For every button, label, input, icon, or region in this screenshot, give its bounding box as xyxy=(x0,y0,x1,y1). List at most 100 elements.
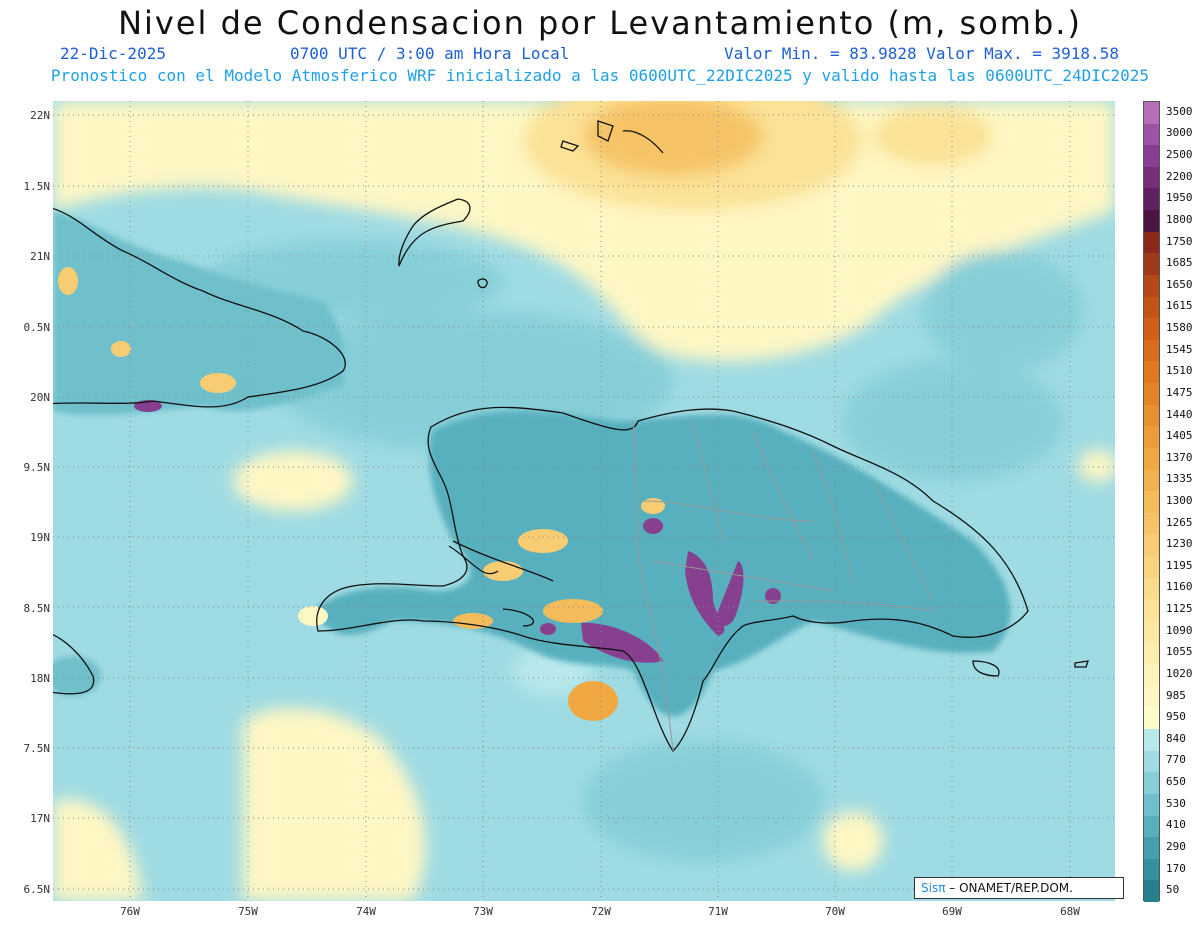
colorbar-label: 985 xyxy=(1166,688,1186,702)
colorbar-label: 1615 xyxy=(1166,299,1193,313)
colorbar-swatch xyxy=(1144,188,1159,211)
colorbar-label: 1335 xyxy=(1166,472,1193,486)
colorbar-swatch xyxy=(1144,793,1159,816)
colorbar-swatch xyxy=(1144,599,1159,622)
colorbar-label: 1800 xyxy=(1166,212,1193,226)
colorbar-label: 3000 xyxy=(1166,126,1193,140)
colorbar-label: 410 xyxy=(1166,818,1186,832)
lat-label: 7.5N xyxy=(23,742,51,755)
lat-label: 9.5N xyxy=(23,461,51,474)
lon-label: 75W xyxy=(238,905,258,918)
colorbar-label: 1195 xyxy=(1166,558,1193,572)
colorbar-label: 1020 xyxy=(1166,666,1193,680)
lat-label: 19N xyxy=(30,531,50,544)
colorbar-swatch xyxy=(1144,102,1159,125)
colorbar-label: 1750 xyxy=(1166,234,1193,248)
colorbar-swatch xyxy=(1144,642,1159,665)
colorbar-label: 1125 xyxy=(1166,602,1193,616)
colorbar xyxy=(1143,101,1160,903)
colorbar-swatch xyxy=(1144,512,1159,535)
colorbar-swatch xyxy=(1144,123,1159,146)
colorbar-swatch xyxy=(1144,404,1159,427)
colorbar-swatch xyxy=(1144,880,1159,903)
colorbar-swatch xyxy=(1144,274,1159,298)
map-title: Nivel de Condensacion por Levantamiento … xyxy=(118,4,1082,42)
lat-label: 18N xyxy=(30,672,50,685)
lat-label: 21N xyxy=(30,250,50,263)
colorbar-swatch xyxy=(1144,361,1159,384)
coastlines xyxy=(53,120,1089,753)
colorbar-label: 170 xyxy=(1166,861,1186,875)
colorbar-label: 1545 xyxy=(1166,342,1193,356)
colorbar-label: 530 xyxy=(1166,796,1186,810)
hispaniola-land-shading xyxy=(313,411,1011,717)
colorbar-label: 1090 xyxy=(1166,623,1193,637)
colorbar-swatch xyxy=(1144,664,1159,687)
provincial-boundaries xyxy=(632,420,934,752)
colorbar-label: 1405 xyxy=(1166,429,1193,443)
lon-label: 72W xyxy=(591,905,611,918)
colorbar-label: 1370 xyxy=(1166,450,1193,464)
colorbar-label: 1650 xyxy=(1166,277,1193,291)
colorbar-label: 1230 xyxy=(1166,537,1193,551)
colorbar-swatch xyxy=(1144,837,1159,860)
colorbar-swatch xyxy=(1144,253,1159,276)
forecast-date: 22-Dic-2025 xyxy=(60,44,166,63)
colorbar-swatch xyxy=(1144,339,1159,362)
colorbar-swatch xyxy=(1144,750,1159,773)
colorbar-swatch xyxy=(1144,469,1159,492)
colorbar-swatch xyxy=(1144,383,1159,406)
graticule xyxy=(53,101,1115,901)
lat-label: 0.5N xyxy=(23,321,51,334)
colorbar-label: 1300 xyxy=(1166,494,1193,507)
colorbar-swatch xyxy=(1144,815,1159,838)
colorbar-label: 1440 xyxy=(1166,407,1193,421)
colorbar-label: 1055 xyxy=(1166,645,1193,659)
lat-label: 22N xyxy=(30,109,50,122)
credit-text: – ONAMET/REP.DOM. xyxy=(945,881,1073,895)
colorbar-label: 950 xyxy=(1166,710,1186,724)
brand-logo-text: Sisπ xyxy=(921,881,946,895)
map-panel xyxy=(53,101,1115,901)
colorbar-label: 1475 xyxy=(1166,385,1193,399)
colorbar-swatch xyxy=(1144,620,1159,644)
colorbar-swatch xyxy=(1144,231,1159,254)
colorbar-swatch xyxy=(1144,556,1159,579)
lat-label: 17N xyxy=(30,812,50,825)
colorbar-swatch xyxy=(1144,534,1159,557)
colorbar-swatch xyxy=(1144,685,1159,708)
lat-label: 8.5N xyxy=(23,602,51,615)
lat-label: 6.5N xyxy=(23,883,51,896)
colorbar-label: 1510 xyxy=(1166,364,1193,378)
colorbar-label: 2200 xyxy=(1166,169,1193,183)
lon-label: 71W xyxy=(708,905,728,918)
credit-box: Sisπ – ONAMET/REP.DOM. xyxy=(914,877,1124,899)
colorbar-swatch xyxy=(1144,318,1159,341)
lon-label: 68W xyxy=(1060,905,1080,918)
colorbar-swatch xyxy=(1144,145,1159,168)
puerto-rico-land-shading xyxy=(53,656,101,696)
lon-label: 70W xyxy=(825,905,845,918)
colorbar-label: 1580 xyxy=(1166,321,1193,335)
colorbar-swatch xyxy=(1144,426,1159,449)
colorbar-swatch xyxy=(1144,296,1159,319)
colorbar-label: 650 xyxy=(1166,775,1186,789)
model-description: Pronostico con el Modelo Atmosferico WRF… xyxy=(50,66,1150,85)
colorbar-label: 1685 xyxy=(1166,256,1193,270)
lon-label: 76W xyxy=(120,905,140,918)
colorbar-label: 840 xyxy=(1166,731,1186,745)
high-lcl-areas xyxy=(540,518,781,663)
colorbar-swatch xyxy=(1144,577,1159,600)
lon-label: 69W xyxy=(942,905,962,918)
colorbar-label: 3500 xyxy=(1166,104,1193,118)
colorbar-label: 2500 xyxy=(1166,148,1193,162)
colorbar-swatch xyxy=(1144,166,1159,189)
colorbar-label: 290 xyxy=(1166,839,1186,853)
colorbar-swatch xyxy=(1144,210,1159,233)
colorbar-swatch xyxy=(1144,707,1159,730)
colorbar-label: 1160 xyxy=(1166,580,1193,594)
lcl-field-map xyxy=(53,101,1115,901)
forecast-time: 0700 UTC / 3:00 am Hora Local xyxy=(290,44,570,63)
colorbar-label: 1265 xyxy=(1166,515,1193,529)
shaded-field xyxy=(53,101,1115,901)
